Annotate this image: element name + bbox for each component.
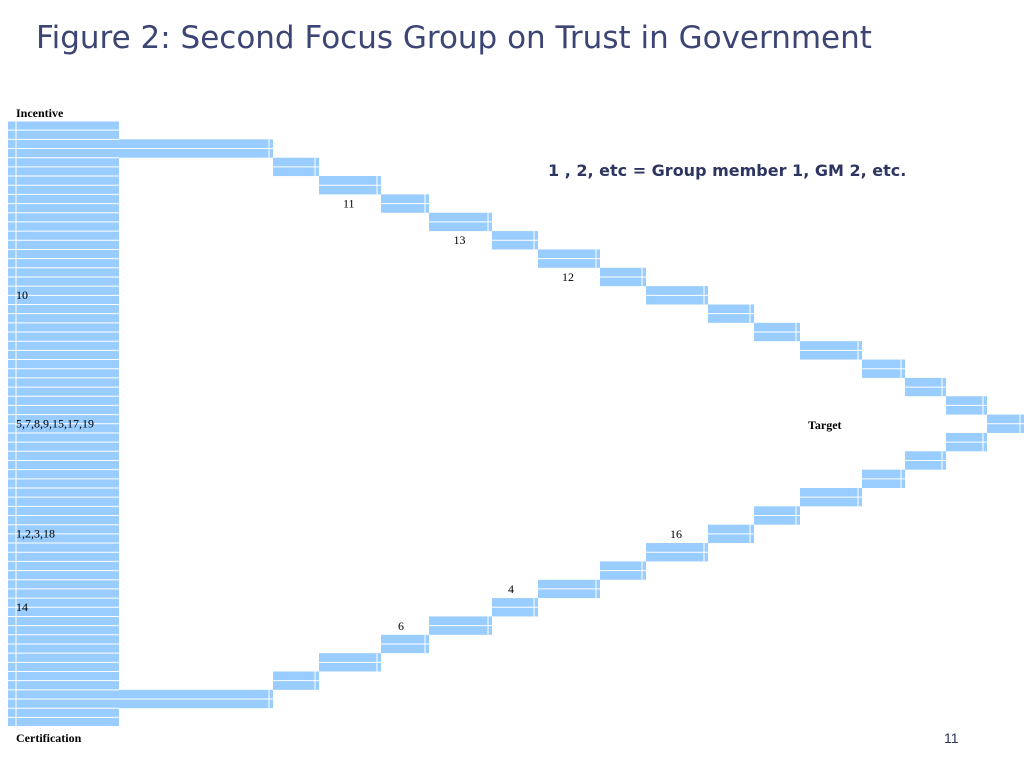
upper-step-label: 11 (343, 196, 355, 210)
column-group-label: 5,7,8,9,15,17,19 (16, 417, 94, 431)
column-group-label: 14 (16, 600, 28, 614)
column-group-label: 10 (16, 288, 28, 302)
diagram-cells (8, 120, 1024, 728)
lower-step-label: 6 (398, 619, 404, 633)
column-group-label: 1,2,3,18 (16, 527, 55, 541)
incentive-label: Incentive (16, 106, 64, 120)
upper-step-label: 13 (454, 233, 466, 247)
diagram-labels: Incentive Certification Target 10 5,7,8,9… (16, 106, 842, 745)
page-number: 11 (944, 730, 959, 746)
legend-note: 1 , 2, etc = Group member 1, GM 2, etc. (548, 161, 907, 180)
slide-title: Figure 2: Second Focus Group on Trust in… (36, 20, 872, 56)
lower-step-label: 16 (670, 527, 682, 541)
target-label: Target (808, 418, 842, 432)
certification-label: Certification (16, 731, 82, 745)
upper-step-label: 12 (562, 270, 574, 284)
lower-step-label: 4 (508, 582, 514, 596)
